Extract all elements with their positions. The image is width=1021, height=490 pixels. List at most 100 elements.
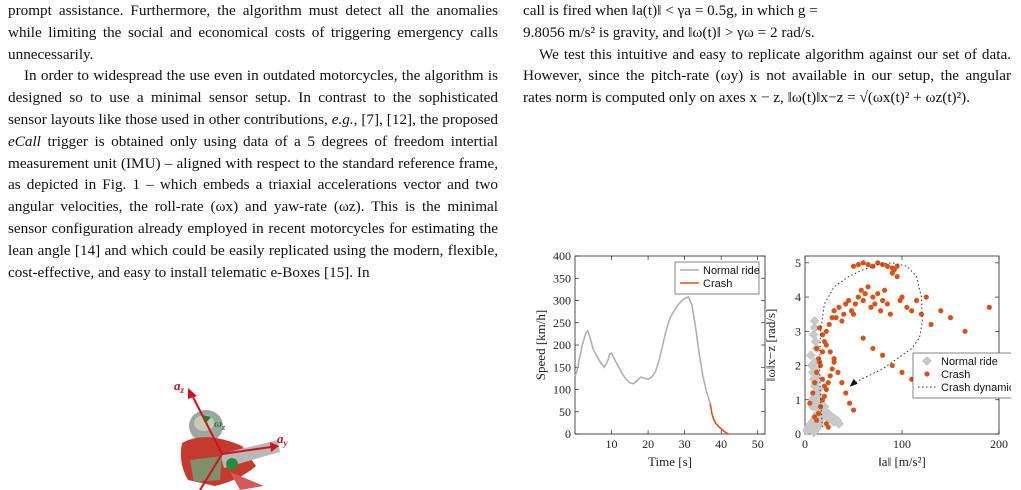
y-tick-label: 300 <box>553 294 571 308</box>
x-axis-label: Time [s] <box>648 454 692 469</box>
data-point <box>938 308 944 314</box>
data-point <box>855 294 861 300</box>
x-tick-label: 40 <box>715 437 727 451</box>
data-point <box>806 360 817 371</box>
data-point <box>808 329 819 340</box>
scatter-chart: 0 100 200 0 1 2 3 4 5 ‖a‖ [m/s²] ‖ω‖x−z [rad/s] Nor… <box>763 255 1011 469</box>
data-point <box>835 369 841 375</box>
x-tick-label: 20 <box>642 437 654 451</box>
data-point <box>841 311 847 317</box>
y-tick-label: 250 <box>553 316 571 330</box>
legend-box <box>674 261 760 295</box>
paragraph-test: We test this intuitive and easy to repli… <box>523 45 1011 107</box>
label-ay: ay <box>277 431 289 448</box>
data-point <box>860 335 866 341</box>
data-point <box>833 418 844 429</box>
data-point <box>814 417 820 423</box>
rider-illustration <box>180 410 280 490</box>
data-point <box>839 380 845 386</box>
data-point <box>852 301 859 307</box>
data-point <box>819 376 826 382</box>
y-tick-label: 3 <box>795 324 801 338</box>
omega-z-marker <box>203 415 211 423</box>
data-point <box>899 294 905 300</box>
data-point <box>868 304 874 310</box>
data-point <box>881 287 888 293</box>
data-point <box>823 386 829 393</box>
data-point <box>875 260 881 266</box>
data-point <box>810 390 816 396</box>
x-tick-label: 100 <box>893 437 911 451</box>
x-tick-label: 200 <box>990 437 1008 451</box>
data-point <box>809 316 820 327</box>
data-point <box>918 311 924 317</box>
speed-chart: 10 20 30 40 50 0 50 100 150 200 250 300 350 400 Time [… <box>533 249 766 469</box>
data-point <box>878 308 884 314</box>
data-point <box>847 400 853 406</box>
series-line <box>709 403 729 435</box>
data-point <box>850 263 857 269</box>
data-point <box>909 308 915 314</box>
data-point <box>860 297 866 304</box>
y-tick-label: 2 <box>795 359 801 373</box>
data-point <box>875 291 881 297</box>
data-point <box>827 373 833 379</box>
data-point <box>817 362 824 369</box>
data-point <box>815 356 822 362</box>
data-point <box>858 287 864 293</box>
label-az: az <box>174 378 185 395</box>
x-tick-label: 50 <box>752 437 764 451</box>
data-point <box>880 261 886 268</box>
data-point <box>814 345 820 352</box>
data-point <box>870 345 876 352</box>
data-point <box>815 410 822 417</box>
data-point <box>846 297 852 304</box>
y-tick-label: 200 <box>553 338 571 352</box>
data-point <box>829 315 835 321</box>
data-point <box>812 380 818 386</box>
data-point <box>986 304 992 310</box>
legend-swatch <box>922 356 932 366</box>
data-point <box>813 418 824 429</box>
x-tick-label: 0 <box>802 437 808 451</box>
x-tick-label: 10 <box>606 437 618 451</box>
text-line: 9.8056 m/s² is gravity, and ‖ω(t)‖ > γω … <box>523 23 815 41</box>
data-point <box>862 291 868 297</box>
data-point <box>836 304 842 310</box>
y-tick-label: 50 <box>559 405 571 419</box>
x-axis-label: ‖a‖ [m/s²] <box>878 454 926 469</box>
data-point <box>807 400 813 406</box>
data-point <box>947 315 954 321</box>
data-point <box>811 370 822 381</box>
data-point <box>889 265 895 271</box>
data-point <box>810 363 821 374</box>
data-point <box>860 260 866 266</box>
data-point <box>889 362 895 369</box>
y-axis-label: ‖ω‖x−z [rad/s] <box>763 309 778 382</box>
data-point <box>823 408 834 419</box>
data-point <box>823 328 829 334</box>
legend-swatch <box>924 371 930 377</box>
paragraph: prompt assistance. Furthermore, the algo… <box>8 2 498 63</box>
y-axis-label: Speed [km/h] <box>533 310 548 380</box>
data-point <box>825 380 831 386</box>
data-point <box>884 301 891 307</box>
data-point <box>843 390 849 396</box>
x-tick-label: 30 <box>679 437 691 451</box>
y-tick-label: 0 <box>795 427 801 441</box>
data-point <box>865 261 871 268</box>
label-wz: ωz <box>214 418 226 432</box>
data-point <box>831 359 837 365</box>
y-tick-label: 350 <box>553 271 571 285</box>
data-point <box>913 297 920 304</box>
data-point <box>826 321 832 328</box>
y-tick-label: 400 <box>553 249 571 263</box>
data-point <box>843 301 849 307</box>
legend-label: Normal ride <box>941 356 998 368</box>
left-column: prompt assistance. Furthermore, the algo… <box>8 0 498 283</box>
data-point <box>884 263 891 269</box>
right-column: call is fired when ‖a(t)‖ < γa = 0.5g, i… <box>523 0 1011 109</box>
y-tick-label: 5 <box>795 256 801 270</box>
